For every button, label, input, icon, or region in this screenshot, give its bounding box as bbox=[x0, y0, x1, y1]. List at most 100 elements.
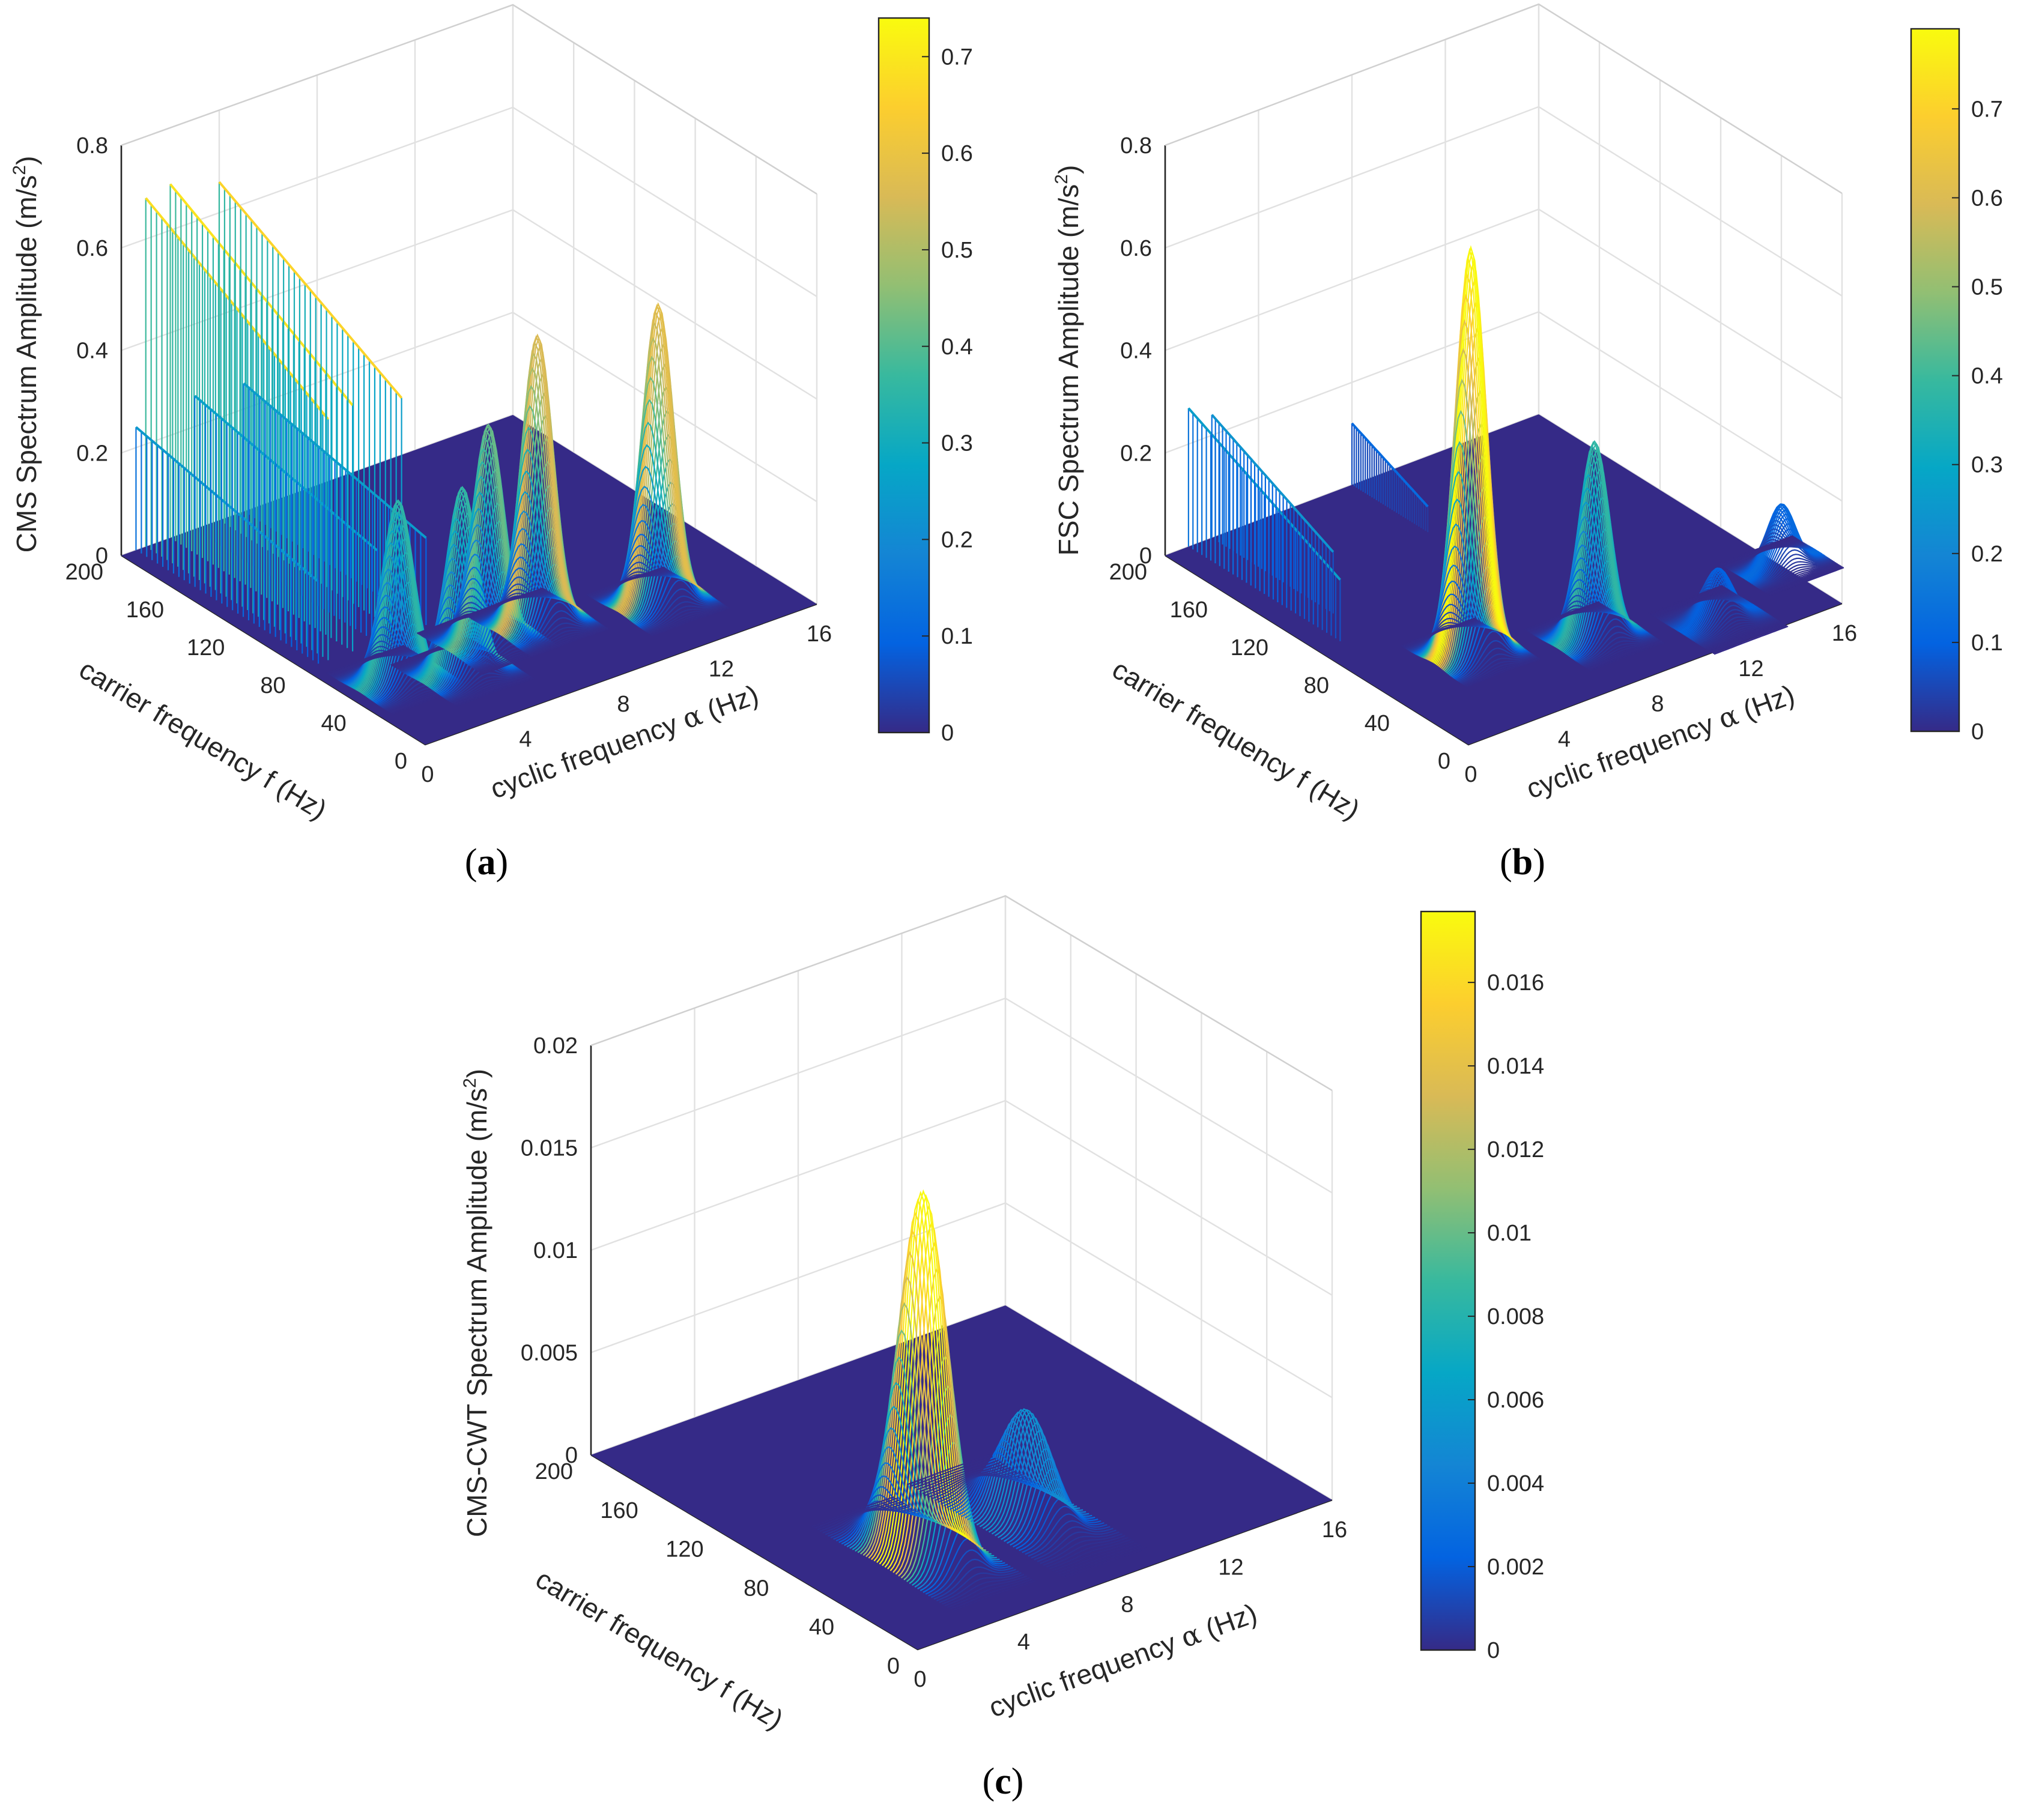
y-tick-label: 12 bbox=[1738, 656, 1763, 682]
peak-mesh bbox=[833, 1500, 916, 1540]
peak-mesh bbox=[1765, 564, 1840, 594]
x-tick-label: 40 bbox=[809, 1615, 834, 1640]
peak-mesh bbox=[355, 510, 434, 691]
peak-mesh bbox=[1407, 621, 1482, 651]
peak-mesh bbox=[909, 1414, 992, 1584]
peak-mesh bbox=[648, 605, 727, 634]
colorbar-tick-label: 0.004 bbox=[1487, 1471, 1544, 1496]
peak-mesh bbox=[1460, 654, 1535, 684]
colorbar-tick-label: 0 bbox=[941, 721, 954, 746]
peak-mesh bbox=[650, 606, 729, 636]
colorbar-tick-label: 0.01 bbox=[1487, 1221, 1532, 1246]
peak-mesh bbox=[1760, 561, 1835, 591]
peak-mesh bbox=[1584, 638, 1658, 668]
ridge-2 bbox=[1351, 422, 1429, 533]
peak-mesh bbox=[327, 645, 406, 675]
x-tick-label: 120 bbox=[665, 1537, 703, 1562]
panel-label-letter: b bbox=[1512, 842, 1533, 883]
peak-mesh bbox=[647, 604, 725, 633]
peak-mesh bbox=[819, 1501, 903, 1532]
peak-mesh bbox=[415, 530, 494, 680]
x-tick-label: 0 bbox=[395, 749, 407, 774]
z-tick-label: 0 bbox=[95, 543, 108, 569]
peak-mesh bbox=[359, 499, 437, 693]
peak-mesh bbox=[882, 1189, 965, 1567]
colorbar: 0 0.002 0.004 0.006 0.008 0.01 0.012 0.014 0.016 bbox=[1420, 910, 1544, 1663]
z-axis-label: CMS-CWT Spectrum Amplitude (m/s2) bbox=[460, 1069, 492, 1537]
peak-mesh bbox=[1431, 257, 1506, 662]
peak-mesh bbox=[1590, 642, 1665, 671]
z-axis-label-main: FSC Spectrum Amplitude (m/s bbox=[1053, 184, 1084, 556]
peak-mesh bbox=[1649, 585, 1724, 615]
peak-mesh bbox=[939, 1572, 1022, 1603]
panel-label: (b) bbox=[1500, 842, 1545, 883]
z-tick-label: 0.2 bbox=[1120, 441, 1152, 466]
z-axis-label-close: ) bbox=[11, 156, 42, 165]
peak-mesh bbox=[518, 601, 597, 650]
surface-floor bbox=[1165, 414, 1842, 745]
peak-mesh bbox=[593, 570, 672, 600]
peak-mesh bbox=[1763, 563, 1838, 593]
peak-mesh bbox=[1648, 584, 1723, 614]
z-tick-label: 0.2 bbox=[76, 441, 108, 466]
peak-mesh bbox=[1760, 560, 1835, 590]
x-tick-label: 0 bbox=[1438, 749, 1450, 774]
x-tick-label: 160 bbox=[126, 597, 164, 623]
y-tick-label: 16 bbox=[807, 621, 832, 647]
grid-line bbox=[590, 1202, 1333, 1398]
peak-mesh bbox=[1710, 623, 1785, 653]
colorbar-tick-label: 0.6 bbox=[941, 141, 973, 166]
y-tick-label: 12 bbox=[709, 657, 734, 682]
peak-mesh bbox=[472, 639, 551, 669]
grid-line bbox=[1165, 310, 1843, 502]
peak-mesh bbox=[871, 1229, 954, 1561]
grid-line bbox=[590, 997, 1333, 1194]
colorbar-tick-label: 0.1 bbox=[941, 624, 973, 649]
peak-mesh bbox=[450, 673, 528, 703]
peak-mesh bbox=[1464, 656, 1539, 686]
peak-mesh bbox=[446, 671, 524, 701]
z-axis-label-exp: 2 bbox=[10, 165, 29, 175]
peak-mesh bbox=[925, 1465, 1008, 1496]
panel-label: (a) bbox=[465, 842, 508, 883]
peak-mesh bbox=[520, 610, 598, 650]
peak-mesh bbox=[1702, 618, 1777, 648]
peak-mesh bbox=[1052, 1540, 1135, 1571]
peak-mesh bbox=[351, 542, 429, 689]
peak-mesh bbox=[465, 587, 544, 617]
peak-mesh bbox=[1572, 587, 1647, 660]
peak-mesh bbox=[1428, 294, 1503, 661]
peak-mesh bbox=[326, 644, 405, 674]
peak-mesh bbox=[1656, 589, 1730, 619]
peak-mesh bbox=[643, 601, 721, 631]
peak-mesh bbox=[811, 1496, 894, 1528]
peak-mesh bbox=[1706, 621, 1781, 650]
peak-mesh bbox=[649, 605, 728, 635]
peak-mesh bbox=[817, 1499, 900, 1531]
peak-mesh bbox=[1701, 617, 1776, 647]
colorbar: 0 0.1 0.2 0.3 0.4 0.5 0.6 0.7 bbox=[877, 17, 973, 746]
panel-label-close: ) bbox=[496, 842, 509, 883]
peak-mesh bbox=[1768, 566, 1843, 595]
peak-mesh bbox=[1650, 586, 1726, 616]
peak-mesh bbox=[1704, 620, 1780, 650]
x-tick-label: 160 bbox=[600, 1498, 638, 1523]
peak-mesh bbox=[389, 684, 468, 713]
peak-mesh bbox=[925, 1538, 1008, 1595]
ridge-1 bbox=[169, 183, 354, 652]
peak-mesh bbox=[920, 1507, 1003, 1591]
panel-label-open: ( bbox=[983, 1761, 995, 1802]
peak-mesh bbox=[931, 1468, 1014, 1500]
peak-3 bbox=[465, 333, 610, 658]
peak-4 bbox=[586, 302, 730, 636]
peak-mesh bbox=[928, 1466, 1011, 1498]
y-axis-label-post: (Hz) bbox=[695, 679, 762, 728]
peak-mesh bbox=[860, 1329, 943, 1555]
axis-line bbox=[121, 4, 817, 195]
peak-mesh bbox=[586, 566, 665, 596]
peak-mesh bbox=[1721, 537, 1796, 566]
z-axis-label: FSC Spectrum Amplitude (m/s2) bbox=[1052, 165, 1084, 556]
x-tick-label: 40 bbox=[321, 711, 347, 736]
peak-mesh bbox=[467, 588, 545, 617]
grid-line bbox=[121, 106, 817, 297]
